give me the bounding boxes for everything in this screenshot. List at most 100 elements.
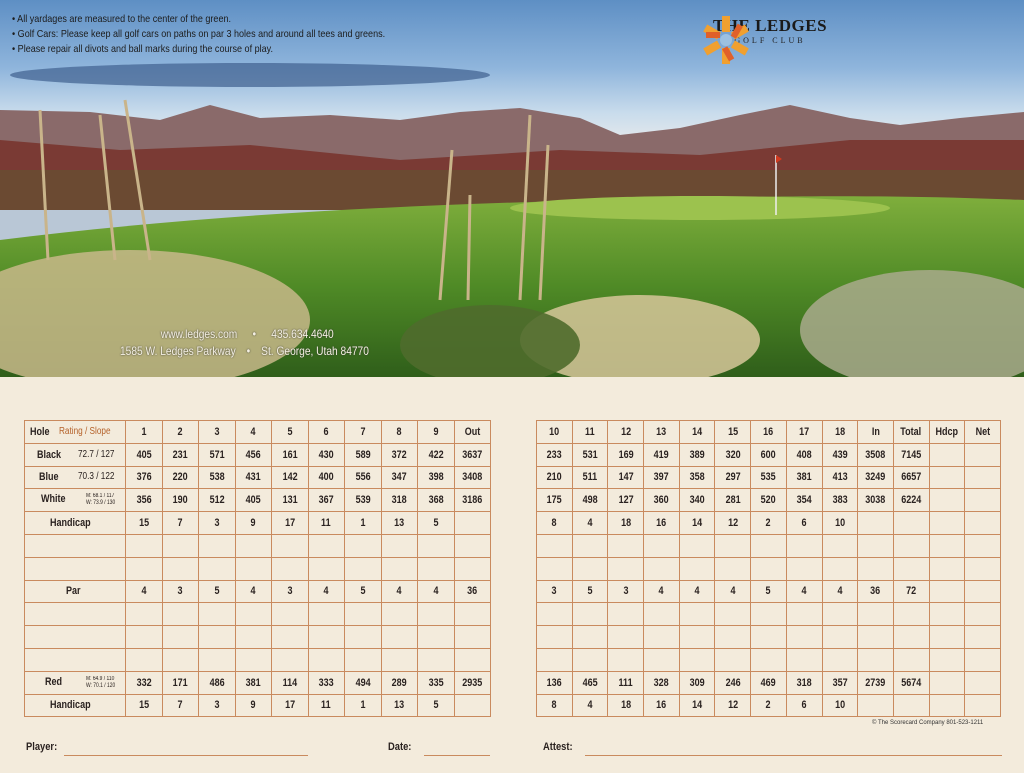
score-cell[interactable] [643,625,680,649]
score-cell[interactable] [125,602,163,627]
score-cell[interactable] [536,556,573,581]
score-cell[interactable] [417,647,455,672]
score-cell[interactable] [417,625,455,649]
score-cell[interactable] [380,533,418,558]
score-cell[interactable] [928,670,966,695]
score-cell[interactable] [964,647,1001,672]
score-cell[interactable] [161,602,199,627]
score-cell[interactable] [714,625,752,649]
score-cell[interactable] [417,602,455,627]
score-cell[interactable] [234,602,272,627]
score-cell[interactable] [892,625,930,649]
score-cell[interactable] [271,556,309,581]
score-cell[interactable] [964,579,1001,604]
score-cell[interactable] [964,465,1001,490]
score-cell[interactable] [785,556,823,581]
score-cell[interactable] [607,647,645,672]
score-cell[interactable] [928,625,966,649]
score-cell[interactable] [536,602,573,627]
score-cell[interactable] [607,556,645,581]
score-cell[interactable] [344,602,382,627]
score-cell[interactable] [892,511,930,535]
score-cell[interactable] [821,647,859,672]
score-cell[interactable] [453,511,491,535]
score-cell[interactable] [607,625,645,649]
score-cell[interactable] [571,647,609,672]
score-cell[interactable] [198,647,236,672]
score-cell[interactable] [271,625,309,649]
score-cell[interactable] [750,533,787,558]
score-cell[interactable] [571,556,609,581]
score-cell[interactable] [161,556,199,581]
score-cell[interactable] [198,602,236,627]
score-cell[interactable] [857,602,894,627]
score-cell[interactable] [857,556,894,581]
score-cell[interactable] [417,533,455,558]
score-cell[interactable] [928,465,966,490]
score-cell[interactable] [380,556,418,581]
score-cell[interactable] [892,556,930,581]
score-cell[interactable] [271,602,309,627]
score-cell[interactable] [607,602,645,627]
score-cell[interactable] [453,556,491,581]
score-cell[interactable] [344,533,382,558]
score-cell[interactable] [307,533,345,558]
score-cell[interactable] [785,647,823,672]
score-cell[interactable] [571,625,609,649]
score-cell[interactable] [821,533,859,558]
score-cell[interactable] [453,625,491,649]
score-cell[interactable] [928,442,966,467]
score-cell[interactable] [678,556,716,581]
score-cell[interactable] [453,602,491,627]
score-cell[interactable] [344,625,382,649]
score-cell[interactable] [453,533,491,558]
score-cell[interactable] [678,533,716,558]
score-cell[interactable] [964,625,1001,649]
score-cell[interactable] [928,602,966,627]
score-cell[interactable] [198,533,236,558]
score-cell[interactable] [607,533,645,558]
score-cell[interactable] [271,647,309,672]
score-cell[interactable] [307,647,345,672]
score-cell[interactable] [928,556,966,581]
score-cell[interactable] [750,602,787,627]
date-input-line[interactable] [424,755,490,756]
attest-input-line[interactable] [585,755,1002,756]
score-cell[interactable] [857,647,894,672]
score-cell[interactable] [198,556,236,581]
score-cell[interactable] [536,625,573,649]
score-cell[interactable] [643,556,680,581]
score-cell[interactable] [678,625,716,649]
score-cell[interactable] [643,647,680,672]
score-cell[interactable] [857,625,894,649]
score-cell[interactable] [307,625,345,649]
score-cell[interactable] [964,556,1001,581]
score-cell[interactable] [344,556,382,581]
score-cell[interactable] [750,556,787,581]
score-cell[interactable] [234,533,272,558]
player-input-line[interactable] [64,755,308,756]
score-cell[interactable] [928,579,966,604]
score-cell[interactable] [125,625,163,649]
score-cell[interactable] [928,647,966,672]
score-cell[interactable] [857,511,894,535]
score-cell[interactable] [271,533,309,558]
score-cell[interactable] [453,647,491,672]
score-cell[interactable] [785,602,823,627]
score-cell[interactable] [964,693,1001,718]
score-cell[interactable] [307,556,345,581]
score-cell[interactable] [571,533,609,558]
score-cell[interactable] [964,488,1001,513]
score-cell[interactable] [750,647,787,672]
score-cell[interactable] [964,670,1001,695]
score-cell[interactable] [964,442,1001,467]
score-cell[interactable] [234,625,272,649]
score-cell[interactable] [964,511,1001,535]
score-cell[interactable] [964,602,1001,627]
score-cell[interactable] [857,693,894,718]
score-cell[interactable] [307,602,345,627]
score-cell[interactable] [536,533,573,558]
score-cell[interactable] [714,533,752,558]
score-cell[interactable] [571,602,609,627]
score-cell[interactable] [892,647,930,672]
